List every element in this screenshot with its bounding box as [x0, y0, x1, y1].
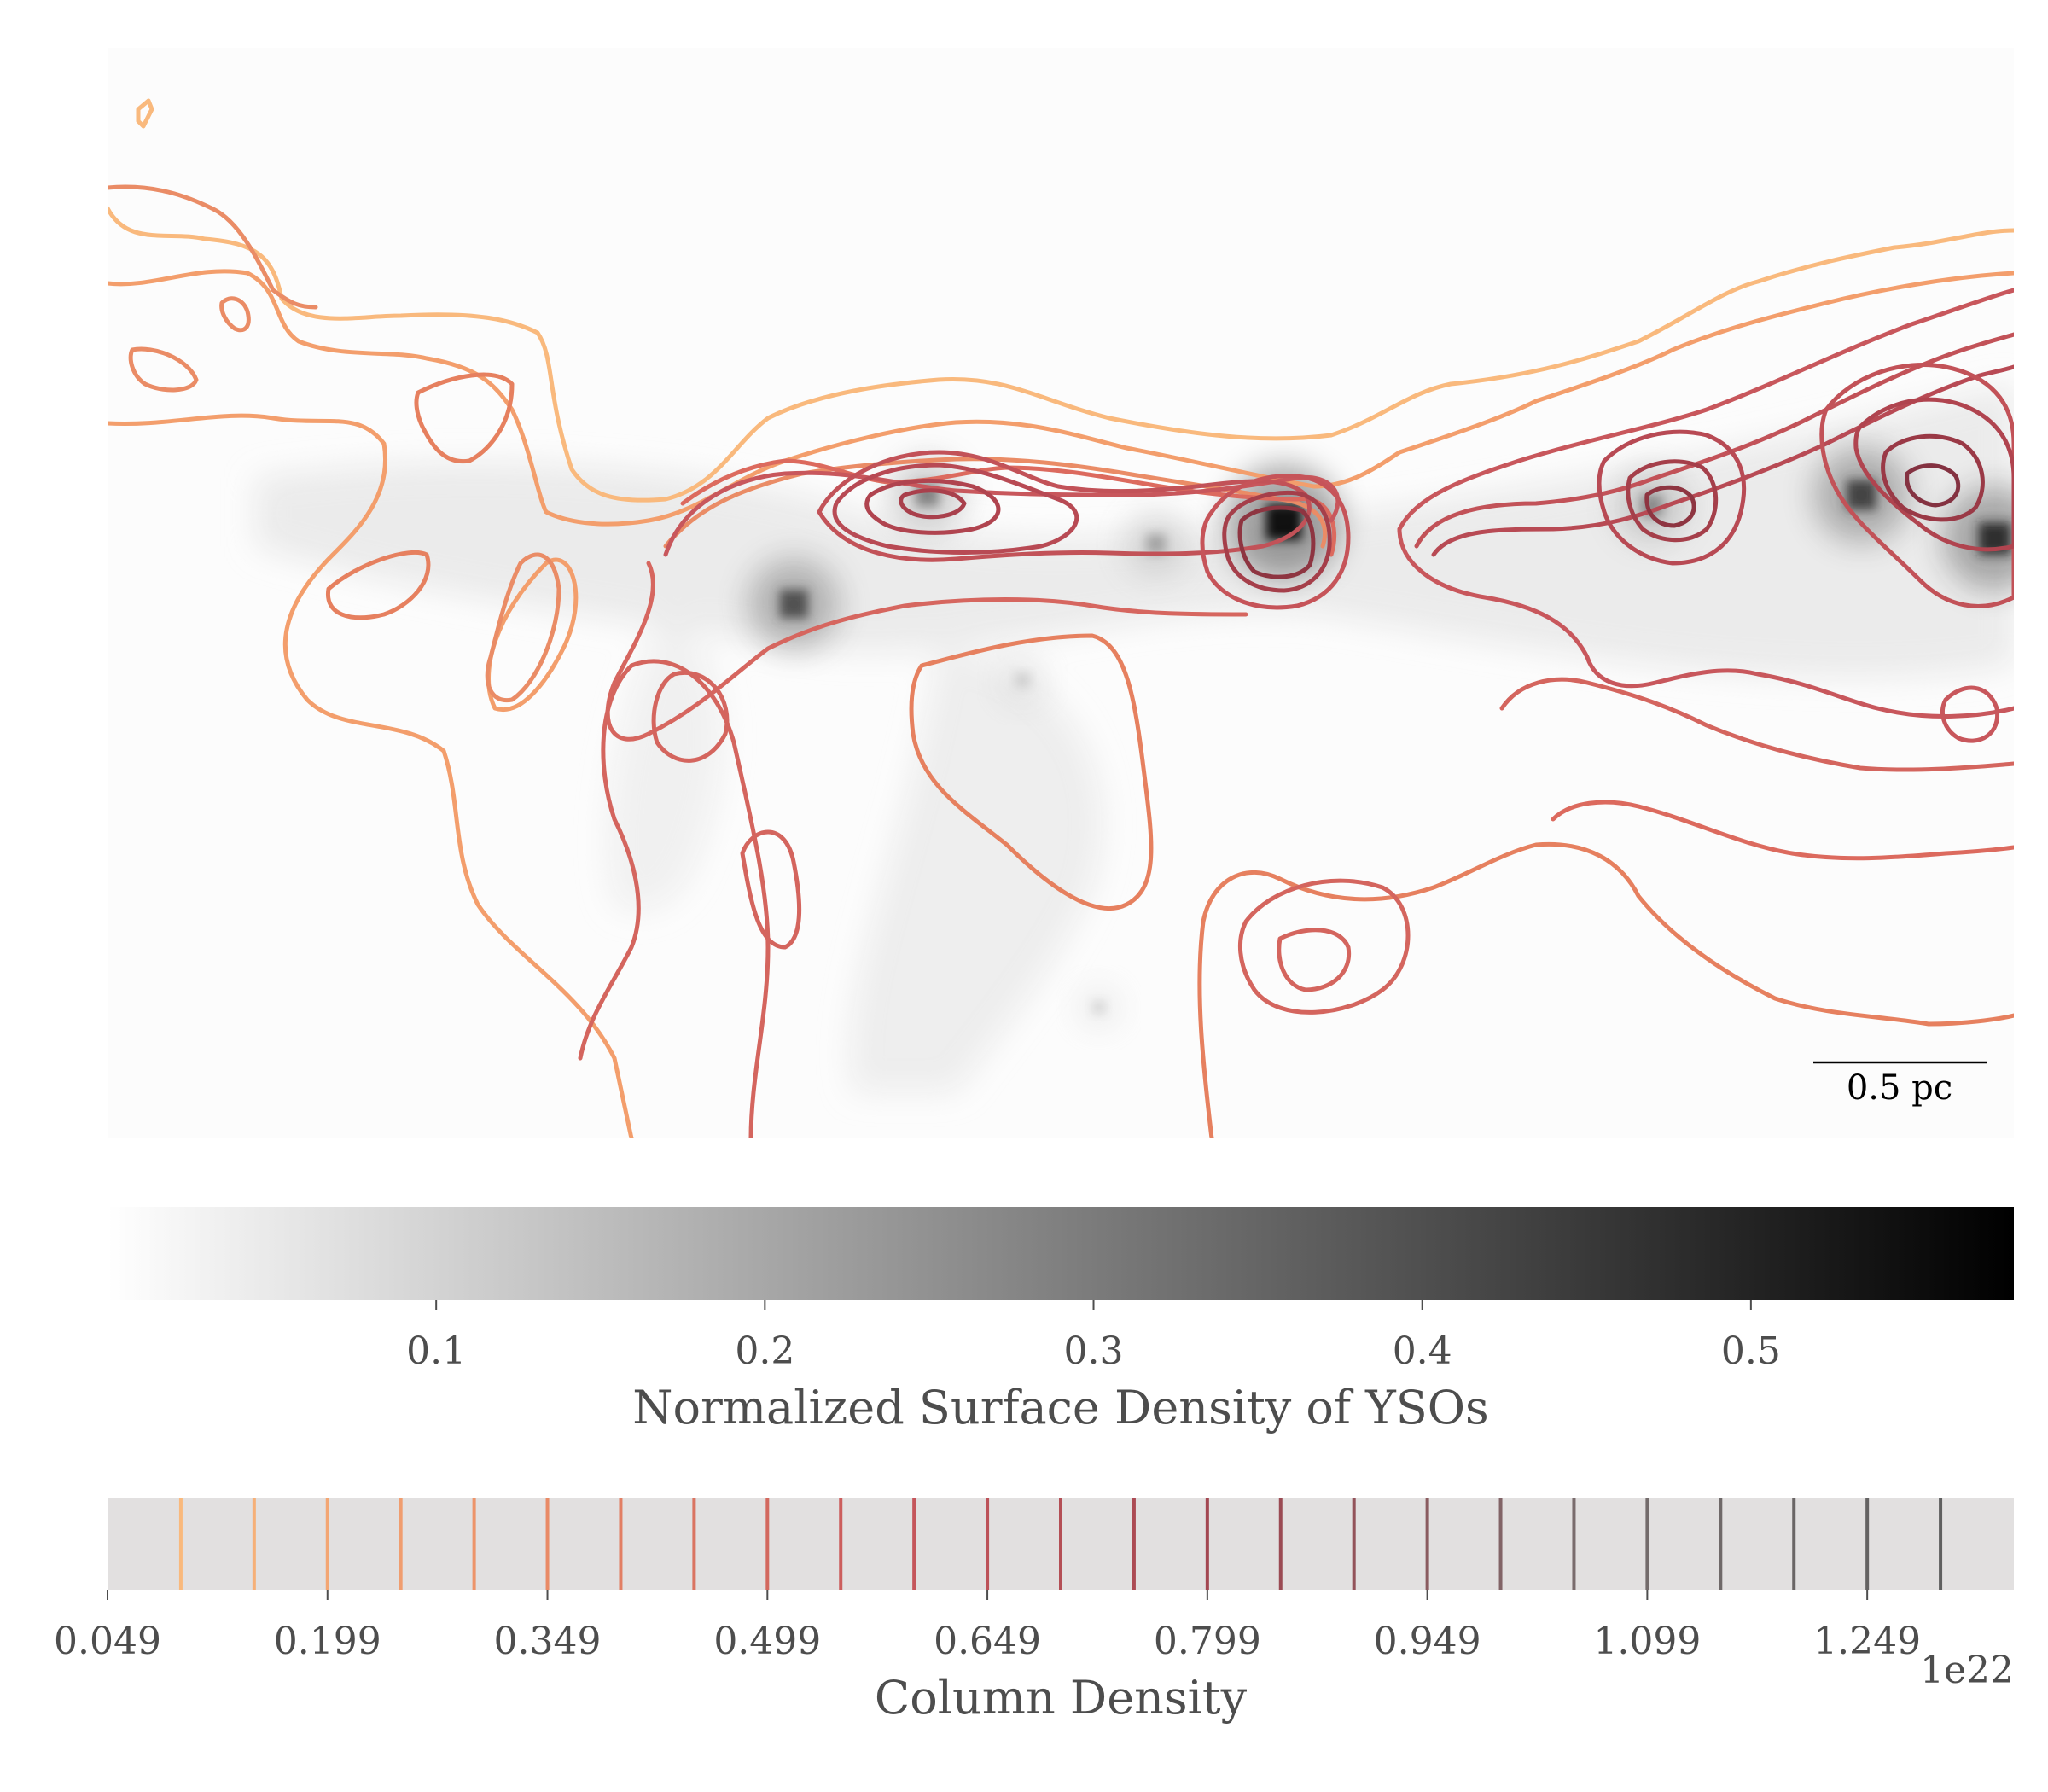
contour-core-ring-3 [1237, 505, 1316, 579]
contour-right-lower-2 [1499, 677, 2014, 772]
contour-level-4-b [605, 561, 1248, 742]
contour-level-3-c [909, 633, 1154, 911]
colorbar-column-tick-label: 0.199 [274, 1620, 381, 1663]
contour-level-8 [864, 478, 1001, 535]
colorbar-column-tick-label: 0.649 [934, 1620, 1041, 1663]
contour-knot-right-3 [1644, 485, 1696, 528]
contour-knot-right-1 [1597, 429, 1747, 566]
contour-core-ring-1 [1200, 474, 1351, 610]
contour-knot-far-1 [1819, 362, 2014, 608]
colorbar-density: 0.1 0.2 0.3 0.4 0.5 Normalized Surface Densi… [108, 1207, 2014, 1434]
scale-bar: 0.5 pc [1813, 1061, 1987, 1108]
colorbar-column-tick-label: 0.499 [713, 1620, 821, 1663]
hotspot [779, 590, 808, 619]
hotspot [1146, 534, 1166, 554]
contour-level-9 [899, 488, 967, 520]
colorbar-density-tick-label: 0.2 [735, 1329, 794, 1373]
colorbar-density-label: Normalized Surface Density of YSOs [632, 1381, 1488, 1434]
colorbar-density-ticks: 0.1 0.2 0.3 0.4 0.5 [406, 1300, 1781, 1373]
contour-loop-a [128, 346, 199, 393]
contour-knot-right-2 [1626, 459, 1719, 543]
contour-core-ring-2 [1222, 490, 1332, 593]
contour-knot-far-2 [1853, 397, 2014, 552]
contour-level-2-b [108, 413, 634, 1138]
hotspot [1015, 672, 1030, 688]
contour-loop-b [219, 296, 251, 333]
contour-level-2 [108, 269, 2014, 527]
colorbar-density-gradient [108, 1207, 2014, 1300]
scale-bar-label: 0.5 pc [1847, 1068, 1952, 1108]
contour-level-1 [108, 206, 2014, 503]
contour-level-5-right [1397, 288, 2014, 532]
colorbar-density-tick-label: 0.1 [406, 1329, 466, 1373]
contour-level-3-d [1197, 841, 2014, 1138]
contour-knot-far-5 [1940, 685, 2000, 743]
contour-level-4-e [1277, 928, 1352, 992]
contour-knot-far-4 [1905, 463, 1961, 508]
colorbar-column-tick-label: 1.249 [1813, 1620, 1921, 1663]
density-map: 0.5 pc [108, 48, 2014, 1138]
contour-level-1-island [136, 98, 154, 129]
colorbar-column-levels [178, 1498, 1943, 1590]
contour-level-3 [108, 184, 318, 310]
contour-level-4-f [578, 659, 771, 1138]
hotspot [1846, 480, 1876, 510]
colorbar-column-offset-label: 1e22 [1920, 1649, 2014, 1692]
colorbar-density-tick-label: 0.4 [1393, 1329, 1452, 1373]
contour-level-7-right [1431, 364, 2014, 557]
colorbar-density-tick-label: 0.5 [1721, 1329, 1781, 1373]
colorbar-density-tick-label: 0.3 [1064, 1329, 1124, 1373]
colorbar-column-tick-label: 0.949 [1374, 1620, 1481, 1663]
colorbar-column-tick-label: 0.049 [54, 1620, 161, 1663]
colorbar-column-tick-label: 0.349 [494, 1620, 602, 1663]
contour-level-4-d [1237, 878, 1411, 1015]
hotspot-glow [1943, 486, 2014, 591]
contour-level-4-c [740, 829, 801, 950]
hotspot [1091, 1000, 1106, 1015]
density-haze [256, 384, 2014, 1092]
contour-loop-c [414, 372, 515, 464]
contour-loop-d [325, 550, 431, 620]
contour-right-lower-1 [1397, 527, 2014, 719]
colorbar-column-label: Column Density [875, 1671, 1248, 1725]
contour-lines [108, 98, 2014, 1138]
map-content [108, 98, 2014, 1138]
contour-right-lower-3 [1551, 800, 2014, 861]
colorbar-column-tick-label: 1.099 [1593, 1620, 1701, 1663]
contour-knot-far-3 [1881, 433, 1985, 522]
colorbar-column-ticks: 0.049 0.199 0.349 0.499 0.649 0.799 0.949 1.099… [54, 1590, 1921, 1663]
contour-loop-e [485, 552, 561, 703]
contour-level-4-g [651, 671, 730, 763]
contour-level-7 [832, 463, 1079, 555]
colorbar-column-tick-label: 0.799 [1154, 1620, 1261, 1663]
contour-level-6-right [1414, 332, 2014, 549]
colorbar-column: 0.049 0.199 0.349 0.499 0.649 0.799 0.949 1.099… [54, 1498, 2014, 1725]
